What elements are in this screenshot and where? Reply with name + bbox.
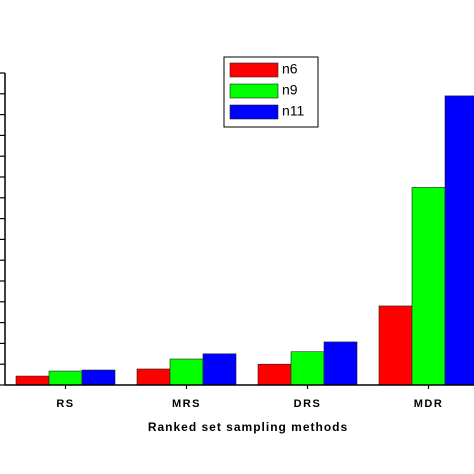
bar [169, 358, 204, 386]
bar [81, 369, 116, 386]
bar [15, 375, 50, 386]
bar [48, 370, 83, 386]
legend: n6 n9 n11 [223, 56, 319, 128]
x-axis-label: Ranked set sampling methods [148, 420, 348, 434]
x-tick-label: DRS [294, 398, 322, 410]
bar [378, 305, 413, 386]
bar [257, 363, 292, 386]
legend-swatch [229, 104, 279, 120]
x-tick-label: RS [56, 398, 74, 410]
legend-label: n9 [282, 82, 298, 98]
bar [323, 341, 358, 386]
bar [444, 95, 474, 386]
bar [136, 368, 171, 386]
legend-label: n11 [282, 103, 305, 119]
x-tick-label: MDR [414, 398, 444, 410]
legend-swatch [229, 62, 279, 78]
bar [202, 353, 237, 386]
legend-label: n6 [282, 61, 298, 77]
bar [411, 187, 446, 386]
bar [290, 351, 325, 386]
x-tick-label: MRS [172, 398, 201, 410]
legend-swatch [229, 83, 279, 99]
